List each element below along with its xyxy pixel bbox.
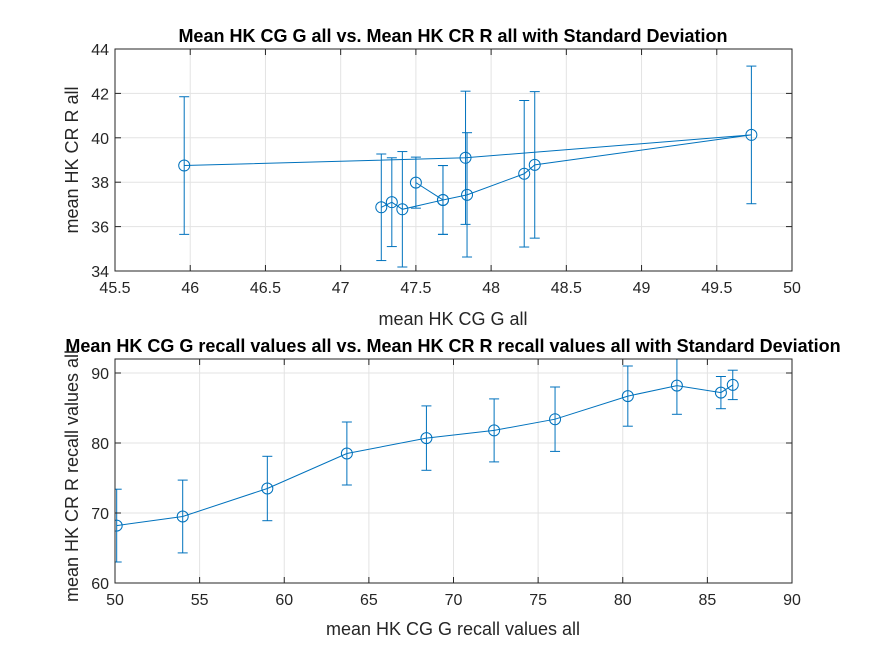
subplot-top-error-bar [386, 157, 397, 248]
subplot-top-error-bar [179, 96, 190, 235]
subplot-top-ytick-label: 38 [91, 175, 109, 192]
subplot-top-ytick-label: 44 [91, 42, 109, 59]
subplot-bottom-error-bar [489, 398, 500, 463]
subplot-bottom-ytick-label: 80 [91, 436, 109, 453]
subplot-top-error-bar [529, 91, 540, 239]
subplot-top-ytick-label: 42 [91, 86, 109, 103]
subplot-top-data-point [396, 203, 409, 216]
subplot-bottom-error-bar [262, 455, 273, 522]
subplot-bottom-data-point [488, 424, 501, 437]
subplot-top-series [178, 65, 758, 268]
subplot-bottom-data-point [261, 482, 274, 495]
subplot-top-data-point [459, 151, 472, 164]
subplot-top-xtick-label: 45.5 [99, 280, 130, 297]
subplot-top-data-point [745, 128, 758, 141]
subplot-bottom-title: Mean HK CG G recall values all vs. Mean … [65, 336, 840, 356]
subplot-top-series-line [184, 134, 752, 210]
subplot-top-data-point [385, 196, 398, 209]
subplot-bottom-error-bar [550, 386, 561, 452]
subplot-bottom-error-bar [622, 365, 633, 427]
subplot-bottom-data-point [714, 386, 727, 399]
subplot-bottom-ylabel: mean HK CR R recall values all [62, 350, 82, 602]
subplot-bottom-data-point [726, 378, 739, 391]
subplot-top-axes-box [114, 48, 793, 272]
subplot-top-ytick-label: 40 [91, 131, 109, 148]
subplot-bottom-xlabel: mean HK CG G recall values all [326, 619, 580, 639]
subplot-bottom-series [115, 359, 739, 563]
subplot-top-xtick-label: 46.5 [250, 280, 281, 297]
subplot-top-data-point [436, 193, 449, 206]
subplot-bottom-error-bar [115, 488, 122, 563]
subplot-top-error-bar [746, 65, 757, 205]
subplot-bottom-xtick-label: 85 [698, 592, 716, 609]
subplot-top-ylabel: mean HK CR R all [62, 86, 82, 233]
subplot-bottom-data-point [340, 447, 353, 460]
subplot-top-error-bar [437, 165, 448, 235]
subplot-bottom-ytick-label: 60 [91, 576, 109, 593]
subplot-bottom-ytick-label: 90 [91, 366, 109, 383]
subplot-top-data-point [461, 188, 474, 201]
subplot-top-xtick-label: 50 [783, 280, 801, 297]
subplot-top-xtick-label: 49 [633, 280, 651, 297]
subplot-top-ytick-label: 34 [91, 264, 109, 281]
subplot-top-error-bar [410, 156, 421, 209]
subplot-top-xtick-label: 49.5 [701, 280, 732, 297]
subplot-bottom-xtick-label: 75 [529, 592, 547, 609]
subplot-bottom-xtick-label: 70 [445, 592, 463, 609]
subplot-top-xtick-label: 46 [181, 280, 199, 297]
subplot-top-xlabel: mean HK CG G all [378, 309, 527, 329]
subplot-bottom-data-point [549, 413, 562, 426]
subplot-bottom-error-bar [727, 369, 738, 401]
subplot-bottom-xtick-label: 55 [191, 592, 209, 609]
subplot-bottom-error-bar [715, 376, 726, 410]
subplot-bottom-xtick-label: 65 [360, 592, 378, 609]
subplot-bottom-data-point [176, 510, 189, 523]
subplot-top-xtick-label: 47.5 [400, 280, 431, 297]
subplot-top-error-bar [519, 100, 530, 248]
subplot-top-error-bar [462, 132, 473, 258]
subplot-bottom-error-bar [177, 479, 188, 554]
subplot-bottom-error-bar [671, 359, 682, 415]
subplot-top-xtick-label: 48 [482, 280, 500, 297]
subplot-top: Mean HK CG G all vs. Mean HK CR R all wi… [62, 26, 801, 329]
subplot-bottom-xtick-label: 80 [614, 592, 632, 609]
subplot-top-error-bar [376, 153, 387, 262]
subplot-bottom: Mean HK CG G recall values all vs. Mean … [62, 336, 841, 639]
subplot-bottom-error-bar [341, 421, 352, 486]
subplot-top-plot-area [115, 49, 792, 271]
subplot-bottom-data-point [115, 519, 123, 532]
subplot-bottom-error-bar [421, 405, 432, 471]
subplot-bottom-xtick-label: 60 [275, 592, 293, 609]
subplot-top-xtick-label: 47 [332, 280, 350, 297]
subplot-top-error-bar [460, 90, 471, 225]
subplot-bottom-xtick-label: 90 [783, 592, 801, 609]
subplot-top-data-point [409, 176, 422, 189]
subplot-bottom-data-point [621, 390, 634, 403]
subplot-top-data-point [178, 159, 191, 172]
subplot-top-data-point [375, 201, 388, 214]
subplot-bottom-data-point [420, 432, 433, 445]
subplot-bottom-xtick-label: 50 [106, 592, 124, 609]
subplot-top-error-bar [397, 151, 408, 268]
subplot-bottom-data-point [670, 379, 683, 392]
subplot-top-data-point [528, 158, 541, 171]
subplot-top-title: Mean HK CG G all vs. Mean HK CR R all wi… [178, 26, 727, 46]
subplot-bottom-ytick-label: 70 [91, 506, 109, 523]
subplot-top-xtick-label: 48.5 [551, 280, 582, 297]
subplot-top-data-point [518, 167, 531, 180]
subplot-top-ytick-label: 36 [91, 220, 109, 237]
